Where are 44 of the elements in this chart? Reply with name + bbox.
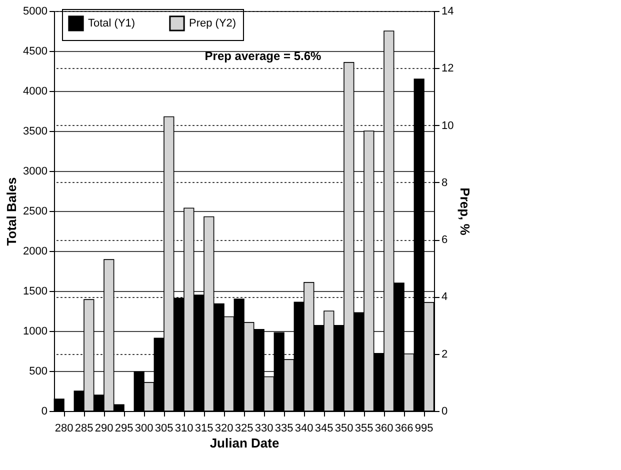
y-axis-title: Total Bales [4, 177, 20, 246]
x-tick-label: 285 [74, 422, 94, 434]
x-tick-label: 340 [294, 422, 314, 434]
x-tick-label: 310 [174, 422, 194, 434]
y-tick-label: 1000 [23, 326, 48, 338]
legend-label: Total (Y1) [88, 17, 136, 30]
y-tick-label: 500 [29, 366, 48, 378]
y-tick-label: 4500 [23, 46, 48, 58]
x-tick-label: 330 [254, 422, 274, 434]
y2-tick-label: 8 [442, 176, 448, 189]
x-tick-label: 355 [354, 422, 374, 434]
x-tick-label: 360 [374, 422, 394, 434]
y-tick-label: 3000 [23, 166, 48, 178]
x-tick-label: 350 [334, 422, 354, 434]
y-tick-label: 2000 [23, 246, 48, 258]
y-tick-label: 0 [41, 406, 48, 418]
x-tick-label: 335 [274, 422, 294, 434]
y2-tick-label: 10 [442, 120, 454, 132]
y2-tick-label: 14 [442, 6, 454, 18]
y2-tick-label: 12 [442, 62, 454, 75]
y-tick-label: 2500 [23, 206, 48, 218]
x-tick-label: 320 [214, 422, 234, 434]
y-tick-label: 5000 [23, 6, 48, 18]
x-tick-label: 290 [94, 422, 114, 434]
annotation: Prep average = 5.6% [204, 49, 322, 63]
x-tick-label: 305 [154, 422, 174, 434]
x-tick-label: 280 [54, 422, 74, 434]
y2-tick-label: 6 [442, 234, 448, 246]
y2-tick-label: 0 [442, 406, 448, 418]
x-tick-label: 325 [234, 422, 254, 434]
legend-label: Prep (Y2) [189, 17, 236, 30]
x-axis-title: Julian Date [210, 436, 280, 450]
x-tick-label: 995 [414, 422, 434, 434]
y2-tick-label: 4 [442, 291, 448, 304]
y-tick-label: 4000 [23, 86, 48, 98]
x-tick-label: 295 [114, 422, 134, 434]
y2-axis-title: Prep, % [458, 188, 473, 236]
x-tick-label: 300 [134, 422, 154, 434]
x-tick-label: 345 [314, 422, 334, 434]
y-tick-label: 3500 [23, 126, 48, 138]
y-tick-label: 1500 [23, 286, 48, 298]
x-tick-label: 366 [394, 422, 414, 434]
y2-tick-label: 2 [442, 348, 448, 360]
x-tick-label: 315 [194, 422, 214, 434]
